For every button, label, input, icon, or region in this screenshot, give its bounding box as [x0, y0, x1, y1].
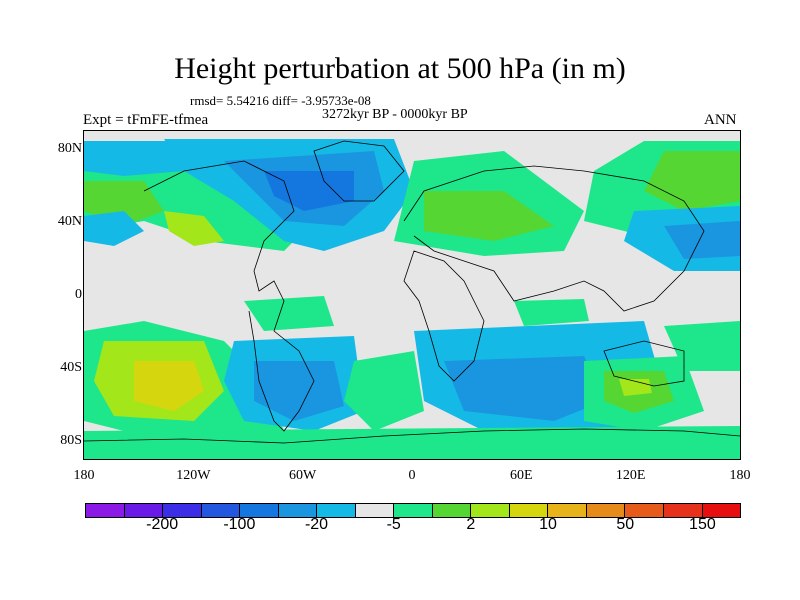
colorbar-swatch	[124, 503, 164, 518]
map-title: Height perturbation at 500 hPa (in m)	[174, 52, 626, 85]
colorbar-label: 10	[539, 516, 557, 533]
colorbar-label: -5	[386, 516, 401, 533]
colorbar-swatch	[278, 503, 318, 518]
lat-tick-label: 0	[75, 287, 82, 302]
colorbar-label: -200	[146, 516, 179, 533]
lat-tick-label: 40S	[60, 359, 82, 375]
lon-tick-label: 120E	[615, 468, 646, 483]
contour-map	[83, 131, 741, 459]
lon-tick-label: 180	[729, 468, 751, 483]
colorbar-swatch	[702, 503, 742, 518]
colorbar-swatch	[240, 503, 279, 518]
coastlines	[83, 140, 741, 444]
colorbar-swatch	[548, 503, 587, 518]
lat-tick-label: 40N	[57, 214, 82, 230]
period-text: 3272kyr BP - 0000kyr BP	[322, 107, 468, 122]
lat-tick-label: 80N	[57, 141, 82, 157]
experiment-label: Expt = tFmFE-tfmea	[83, 112, 209, 128]
colorbar-label: -100	[223, 516, 256, 533]
lon-tick-label: 180	[73, 468, 95, 483]
colorbar-label: 150	[689, 516, 716, 533]
colorbar-label: 2	[466, 516, 476, 533]
colorbar-swatch	[432, 503, 472, 518]
lon-tick-label: 60E	[510, 468, 533, 483]
colorbar-swatch	[625, 503, 664, 518]
season-label: ANN	[704, 112, 737, 128]
colorbar-swatch	[201, 503, 241, 518]
lon-tick-label: 60W	[289, 468, 317, 483]
lon-tick-label: 120W	[176, 468, 211, 483]
colorbar-swatch	[586, 503, 626, 518]
lon-tick-label: 0	[408, 468, 416, 483]
colorbar-label: -20	[304, 516, 329, 533]
colorbar-swatch	[509, 503, 549, 518]
colorbar-swatch	[663, 503, 703, 518]
colorbar-swatch	[85, 503, 125, 518]
lat-tick-label: 80S	[60, 432, 82, 448]
colorbar-swatch	[471, 503, 510, 518]
colorbar-swatch	[317, 503, 356, 518]
colorbar-swatch	[394, 503, 433, 518]
stats-text: rmsd= 5.54216 diff= -3.95733e-08	[190, 93, 371, 108]
map-frame	[83, 130, 741, 460]
colorbar	[85, 503, 742, 518]
colorbar-swatch	[355, 503, 395, 518]
colorbar-label: 50	[616, 516, 635, 533]
colorbar-swatch	[163, 503, 202, 518]
